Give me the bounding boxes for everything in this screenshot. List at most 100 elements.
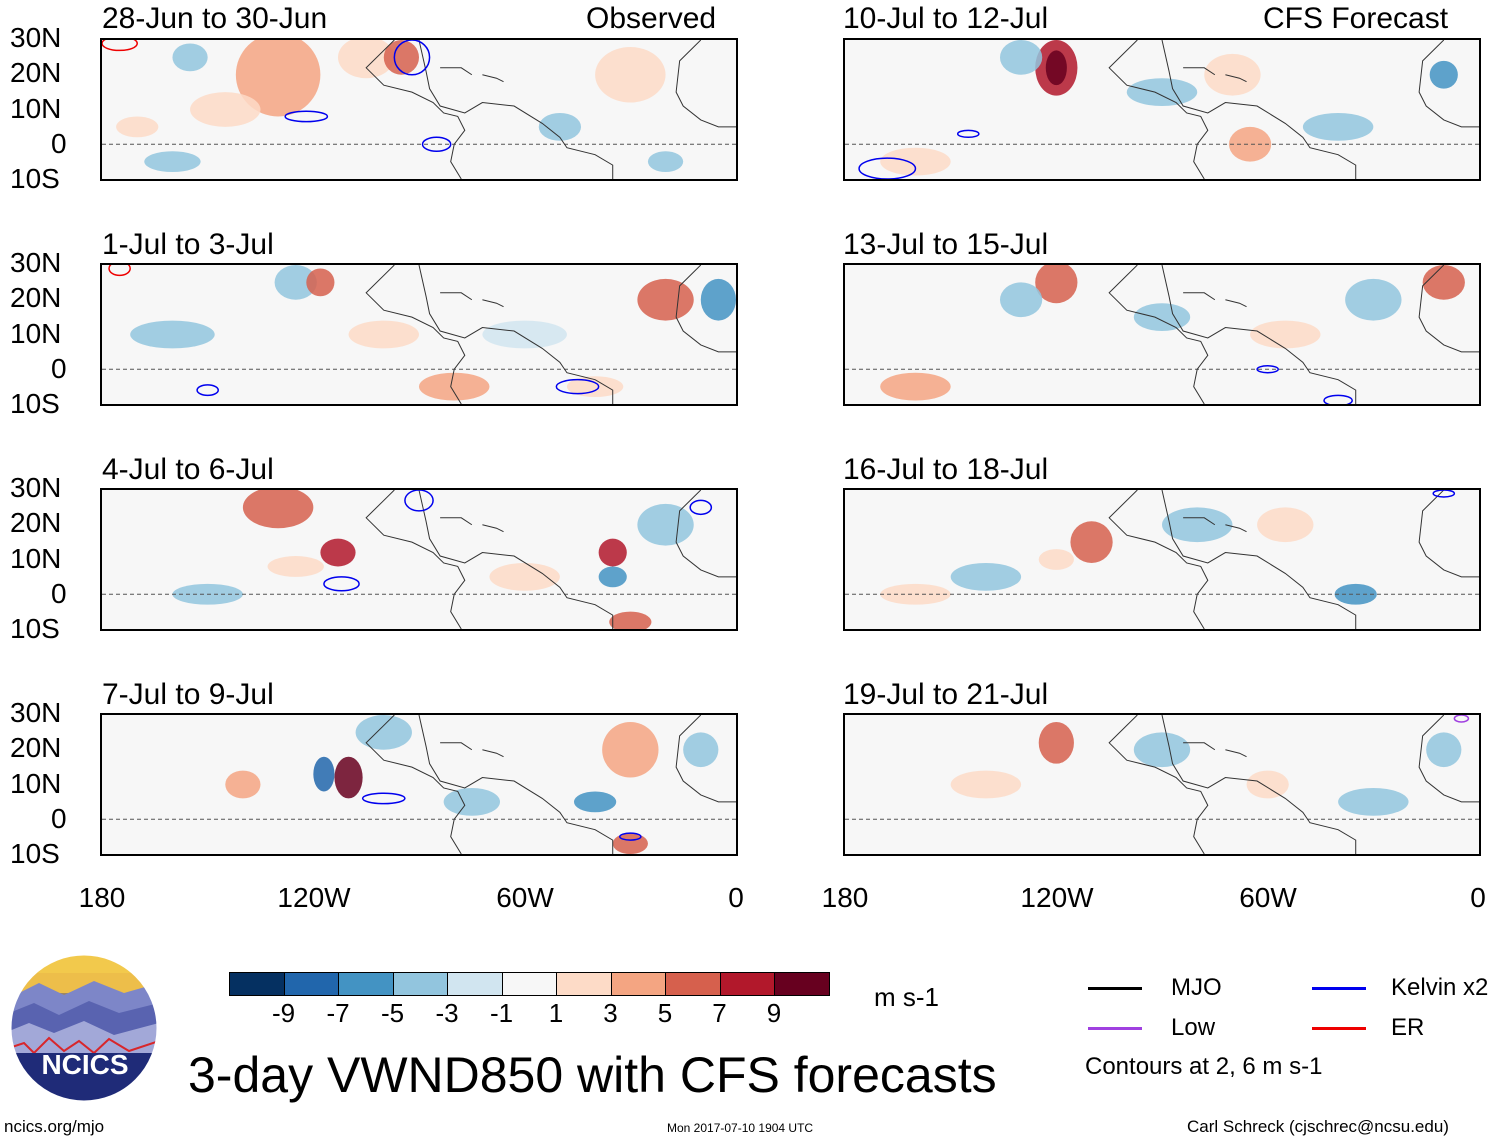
anomaly-blob (334, 756, 363, 799)
anomaly-blob (355, 715, 412, 750)
colorbar-swatch (338, 972, 394, 996)
low-legend-label: Low (1171, 1014, 1216, 1041)
colorbar-tick-label: -7 (326, 998, 350, 1028)
coastline (1108, 40, 1479, 179)
colorbar-units: m s-1 (874, 982, 939, 1012)
coastline (365, 490, 736, 629)
map-panel-fcst-1 (843, 38, 1481, 181)
colorbar-swatch (283, 972, 339, 996)
anomaly-blob (598, 566, 627, 588)
anomaly-map (102, 715, 736, 854)
anomaly-map (845, 265, 1479, 404)
lat-label: 0 (51, 128, 67, 159)
anomaly-blob (313, 756, 335, 792)
anomaly-blob (1204, 53, 1261, 96)
colorbar-tick-label: 5 (657, 998, 673, 1028)
lat-label: 10N (10, 318, 62, 349)
low-legend-line (1088, 1027, 1142, 1030)
anomaly-blob (573, 791, 617, 813)
anomaly-blob (880, 372, 951, 401)
contours-note: Contours at 2, 6 m s-1 (1085, 1053, 1323, 1080)
page-title: 3-day VWND850 with CFS forecasts (188, 1047, 997, 1103)
anomaly-blob (637, 503, 694, 546)
anomaly-blob (144, 151, 201, 173)
lat-label: 0 (51, 803, 67, 834)
anomaly-blob (1345, 278, 1402, 321)
anomaly-blob (267, 556, 324, 577)
anomaly-blob (1429, 60, 1458, 89)
anomaly-blob (1426, 732, 1462, 768)
wave-contour (555, 378, 600, 395)
colorbar-tick-label: -9 (271, 998, 296, 1028)
map-panel-obs-4 (100, 713, 738, 856)
map-panel-obs-2 (100, 263, 738, 406)
map-panel-fcst-3 (843, 488, 1481, 631)
map-panel-fcst-4 (843, 713, 1481, 856)
anomaly-blob (1126, 78, 1198, 107)
lat-label: 30N (10, 472, 62, 503)
lat-label: 30N (10, 22, 62, 53)
lat-label: 20N (10, 732, 62, 763)
lat-label: 10S (10, 163, 60, 194)
lat-label: 20N (10, 282, 62, 313)
anomaly-blob (190, 92, 261, 127)
lon-label-left-180: 180 (78, 882, 126, 913)
wave-contour (108, 265, 131, 277)
anomaly-blob (683, 732, 719, 768)
anomaly-blob (1257, 507, 1314, 543)
wave-contour (956, 129, 980, 139)
anomaly-blob (1038, 721, 1074, 764)
coastline (1108, 490, 1479, 629)
footer-timestamp: Mon 2017-07-10 1904 UTC (667, 1121, 814, 1135)
anomaly-blob (950, 562, 1022, 591)
anomaly-blob (612, 833, 648, 854)
anomaly-blob (566, 376, 624, 398)
anomaly-map (845, 40, 1479, 179)
lat-label: 10S (10, 388, 60, 419)
anomaly-blob (602, 721, 659, 778)
anomaly-blob (538, 112, 582, 141)
lon-label-right-180: 180 (821, 882, 869, 913)
colorbar-tick-label: -3 (435, 998, 459, 1028)
anomaly-blob (274, 265, 317, 300)
panel-title-obs-2: 1-Jul to 3-Jul (102, 228, 274, 261)
anomaly-blob (130, 320, 215, 349)
colorbar-swatch (774, 972, 830, 996)
colorbar-tick-label: 1 (548, 998, 564, 1028)
anomaly-blob (225, 770, 261, 799)
anomaly-map (845, 715, 1479, 854)
wave-contour (1256, 365, 1279, 374)
lon-label-right-60w: 60W (1239, 882, 1297, 913)
anomaly-blob (116, 116, 159, 138)
wave-contour (1453, 715, 1470, 723)
lon-label-left-120w: 120W (277, 882, 351, 913)
colorbar-tick-label: 9 (766, 998, 782, 1028)
anomaly-blob (1334, 583, 1377, 605)
anomaly-blob (383, 40, 419, 75)
anomaly-blob (1302, 112, 1374, 141)
anomaly-blob (337, 40, 395, 79)
lat-label: 10S (10, 838, 60, 869)
anomaly-map (845, 490, 1479, 629)
footer-url[interactable]: ncics.org/mjo (4, 1117, 105, 1136)
anomaly-blob (595, 46, 666, 103)
lat-label: 0 (51, 578, 67, 609)
mjo-legend-label: MJO (1171, 974, 1222, 1001)
lon-label-left-0: 0 (728, 882, 744, 913)
anomaly-blob (1035, 265, 1078, 304)
anomaly-blob (1250, 320, 1321, 349)
colorbar-swatch (392, 972, 448, 996)
panel-title-fcst-3: 16-Jul to 18-Jul (843, 453, 1049, 486)
anomaly-blob (306, 268, 335, 297)
wave-contour (361, 792, 406, 805)
wave-contour (323, 576, 360, 592)
kelvin-legend-line (1312, 987, 1366, 990)
panel-title-fcst-1: 10-Jul to 12-Jul (843, 2, 1049, 35)
anomaly-blob (1070, 521, 1113, 563)
lat-label: 10N (10, 93, 62, 124)
anomaly-blob (1246, 770, 1289, 799)
map-panel-obs-3 (100, 488, 738, 631)
lon-label-right-120w: 120W (1020, 882, 1094, 913)
cfs-forecast-header: CFS Forecast (1263, 2, 1449, 35)
footer-author: Carl Schreck (cjschrec@ncsu.edu) (1187, 1117, 1449, 1136)
